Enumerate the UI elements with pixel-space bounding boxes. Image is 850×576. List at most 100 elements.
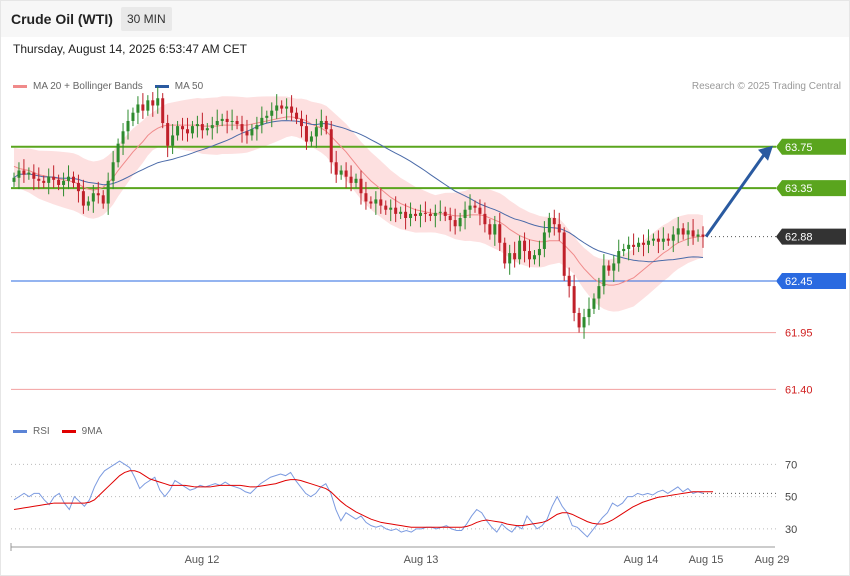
candle-body xyxy=(161,98,165,124)
rsi-level-label-2: 30 xyxy=(785,524,797,536)
candle-body xyxy=(181,126,185,130)
forecast-arrow-shaft xyxy=(704,153,766,238)
candle-body xyxy=(245,131,249,136)
candle-body xyxy=(319,120,323,128)
ma50-swatch xyxy=(154,85,169,88)
candle-body xyxy=(473,205,477,208)
candle-body xyxy=(354,178,358,183)
candle-body xyxy=(334,162,338,175)
legend-rsi-ma-label: 9MA xyxy=(81,426,103,437)
candle-body xyxy=(270,110,274,116)
legend-rsi-label: RSI xyxy=(33,426,50,437)
interval-badge[interactable]: 30 MIN xyxy=(121,7,172,31)
legend-ma50-label: MA 50 xyxy=(174,81,204,92)
candle-body xyxy=(17,170,21,178)
legend-main: MA 20 + Bollinger Bands MA 50 xyxy=(13,81,203,92)
candle-body xyxy=(389,207,393,210)
level-label-2: 62.88 xyxy=(785,232,813,244)
candle-body xyxy=(384,205,388,210)
candle-body xyxy=(681,228,685,235)
candle-body xyxy=(230,120,234,122)
candle-body xyxy=(428,213,432,216)
forecast-arrow xyxy=(704,145,773,238)
rsi-level-label-0: 70 xyxy=(785,459,797,471)
candle-body xyxy=(225,118,229,122)
candle-body xyxy=(592,298,596,309)
candle-body xyxy=(42,180,46,183)
x-tick-label-0: Aug 12 xyxy=(185,554,220,566)
candle-body xyxy=(220,118,224,121)
rsi-panel: 70 50 30 xyxy=(11,459,797,538)
x-tick-label-1: Aug 13 xyxy=(404,554,439,566)
levels: 63.75 63.35 62.88 62.45 61.95 61.40 xyxy=(11,138,846,396)
candle-body xyxy=(438,211,442,213)
candle-body xyxy=(265,115,269,118)
candle-body xyxy=(691,230,695,237)
credit-text: Research © 2025 Trading Central xyxy=(691,81,841,92)
candle-body xyxy=(27,172,31,175)
instrument-title: Crude Oil (WTI) xyxy=(11,11,113,27)
timestamp: Thursday, August 14, 2025 6:53:47 AM CET xyxy=(13,42,247,56)
candle-body xyxy=(91,193,95,202)
level-label-3: 62.45 xyxy=(785,276,813,288)
candle-body xyxy=(185,129,189,134)
level-tag-2 xyxy=(776,228,846,245)
candle-body xyxy=(423,212,427,214)
candle-body xyxy=(285,106,289,109)
candles xyxy=(12,86,705,339)
candle-body xyxy=(552,218,556,225)
legend-rsi: RSI 9MA xyxy=(13,426,102,437)
candle-body xyxy=(686,230,690,235)
candle-body xyxy=(76,182,80,192)
candle-body xyxy=(37,178,41,181)
candle-body xyxy=(528,251,532,260)
candle-body xyxy=(627,244,631,249)
candle-body xyxy=(12,177,16,182)
candle-body xyxy=(622,248,626,252)
candle-body xyxy=(537,248,541,256)
candle-body xyxy=(141,104,145,111)
level-label-0: 63.75 xyxy=(785,142,813,154)
candle-body xyxy=(696,234,700,237)
rsi-level-label-1: 50 xyxy=(785,492,797,504)
level-tag-3 xyxy=(776,272,846,289)
candle-body xyxy=(632,244,636,247)
candle-body xyxy=(547,218,551,233)
candle-body xyxy=(210,125,214,129)
candle-body xyxy=(176,126,180,136)
candle-body xyxy=(671,234,675,241)
candle-body xyxy=(488,224,492,235)
candle-body xyxy=(255,125,259,130)
candle-body xyxy=(344,170,348,177)
candle-body xyxy=(463,209,467,218)
candle-body xyxy=(508,253,512,264)
candle-body xyxy=(572,286,576,313)
candle-body xyxy=(364,193,368,202)
ma50-line xyxy=(13,120,704,263)
candle-body xyxy=(240,124,244,132)
level-tag-1 xyxy=(776,180,846,197)
candle-body xyxy=(582,317,586,328)
candle-body xyxy=(409,213,413,218)
candle-body xyxy=(498,224,502,243)
candle-body xyxy=(324,120,328,130)
x-tick-label-2: Aug 14 xyxy=(624,554,659,566)
candle-body xyxy=(250,129,254,136)
candle-body xyxy=(86,201,90,206)
candle-body xyxy=(562,232,566,276)
candle-body xyxy=(52,176,56,180)
candle-body xyxy=(190,126,194,134)
candle-body xyxy=(676,228,680,235)
candle-body xyxy=(542,232,546,249)
candle-body xyxy=(156,98,160,106)
candle-body xyxy=(121,131,125,144)
candle-body xyxy=(314,127,318,137)
candle-body xyxy=(651,238,655,241)
candle-body xyxy=(518,240,522,260)
candle-body xyxy=(299,118,303,127)
x-axis: Aug 12 Aug 13 Aug 14 Aug 15 Aug 29 xyxy=(10,543,789,566)
moving-averages xyxy=(13,116,704,286)
candle-body xyxy=(200,124,204,131)
candle-body xyxy=(106,180,110,204)
